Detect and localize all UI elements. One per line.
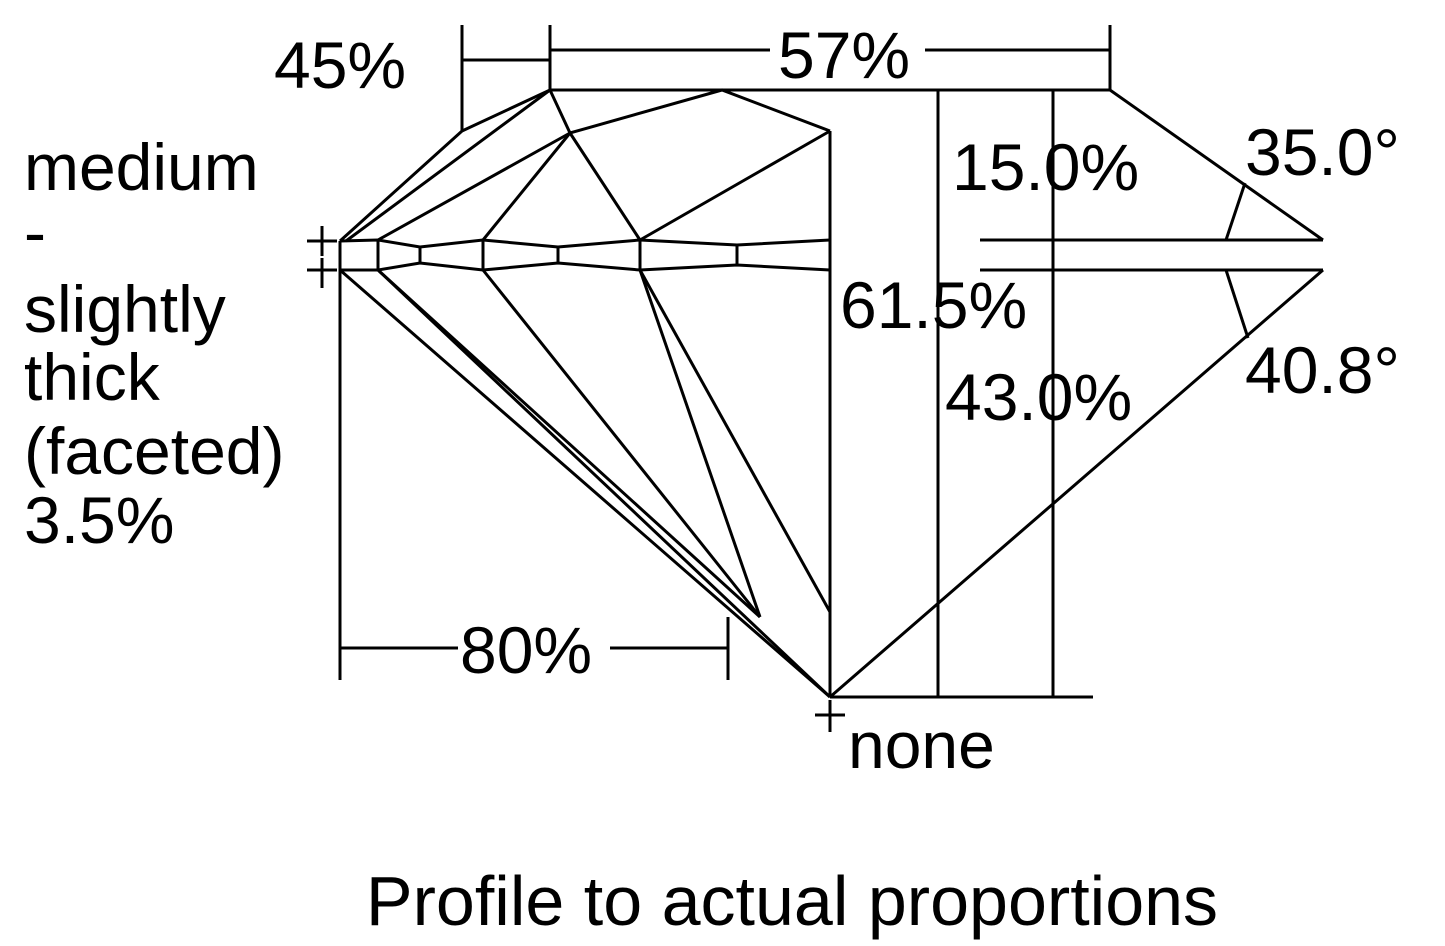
girdle-line: medium [24,130,259,204]
star-length-label: 45% [274,28,406,102]
lower-half-label: 80% [460,613,592,687]
crown-height-label: 15.0% [952,130,1139,204]
pavilion-depth-label: 43.0% [945,360,1132,434]
girdle-line: slightly [24,272,226,346]
girdle-line: - [24,195,46,269]
dimension-lines [307,25,1112,732]
girdle-line: (faceted) [24,414,284,488]
girdle-line: 3.5% [24,483,174,557]
table-label: 57% [778,18,910,92]
girdle-label: medium - slightly thick (faceted) 3.5% [24,130,284,557]
girdle-line: thick [24,340,161,414]
crown-angle-label: 35.0° [1245,115,1400,189]
caption: Profile to actual proportions [366,862,1218,940]
diamond-outline [338,88,1324,699]
pavilion-angle-label: 40.8° [1245,333,1400,407]
total-depth-label: 61.5% [840,268,1027,342]
culet-label: none [848,708,995,782]
